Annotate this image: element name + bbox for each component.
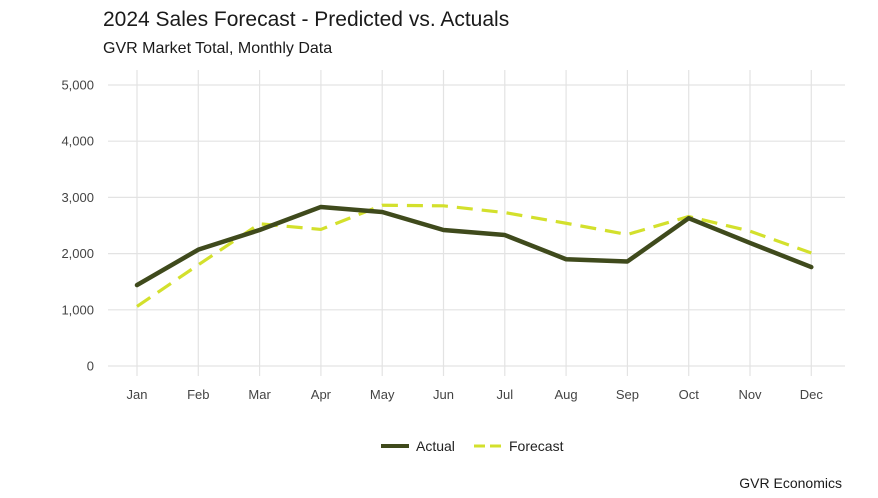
series-lines bbox=[134, 203, 814, 308]
legend: Actual Forecast bbox=[381, 438, 564, 454]
y-tick-label: 2,000 bbox=[61, 246, 94, 261]
x-tick-label: Oct bbox=[679, 387, 700, 402]
legend-label-forecast: Forecast bbox=[509, 438, 564, 454]
y-tick-label: 5,000 bbox=[61, 78, 94, 93]
grid-lines bbox=[108, 70, 845, 376]
x-tick-label: Aug bbox=[555, 387, 578, 402]
x-tick-label: Feb bbox=[187, 387, 209, 402]
x-tick-label: Apr bbox=[311, 387, 332, 402]
y-tick-label: 3,000 bbox=[61, 190, 94, 205]
chart-subtitle: GVR Market Total, Monthly Data bbox=[103, 40, 333, 57]
chart-title: 2024 Sales Forecast - Predicted vs. Actu… bbox=[103, 8, 510, 31]
x-tick-label: Dec bbox=[800, 387, 824, 402]
x-axis-ticks: Jan Feb Mar Apr May Jun Jul Aug Sep Oct Nov Dec bbox=[127, 387, 824, 402]
x-tick-label: Jun bbox=[433, 387, 454, 402]
x-tick-label: Jul bbox=[496, 387, 513, 402]
x-tick-label: Mar bbox=[248, 387, 271, 402]
y-axis-ticks: 0 1,000 2,000 3,000 4,000 5,000 bbox=[61, 78, 94, 374]
chart-caption: GVR Economics bbox=[739, 475, 842, 491]
x-tick-label: Nov bbox=[738, 387, 762, 402]
series-line-actual bbox=[134, 204, 814, 288]
legend-label-actual: Actual bbox=[416, 438, 455, 454]
y-tick-label: 1,000 bbox=[61, 302, 94, 317]
x-tick-label: Sep bbox=[616, 387, 639, 402]
x-tick-label: Jan bbox=[127, 387, 148, 402]
x-tick-label: May bbox=[370, 387, 395, 402]
y-tick-label: 4,000 bbox=[61, 134, 94, 149]
series-line-forecast bbox=[136, 203, 812, 308]
y-tick-label: 0 bbox=[87, 359, 94, 374]
